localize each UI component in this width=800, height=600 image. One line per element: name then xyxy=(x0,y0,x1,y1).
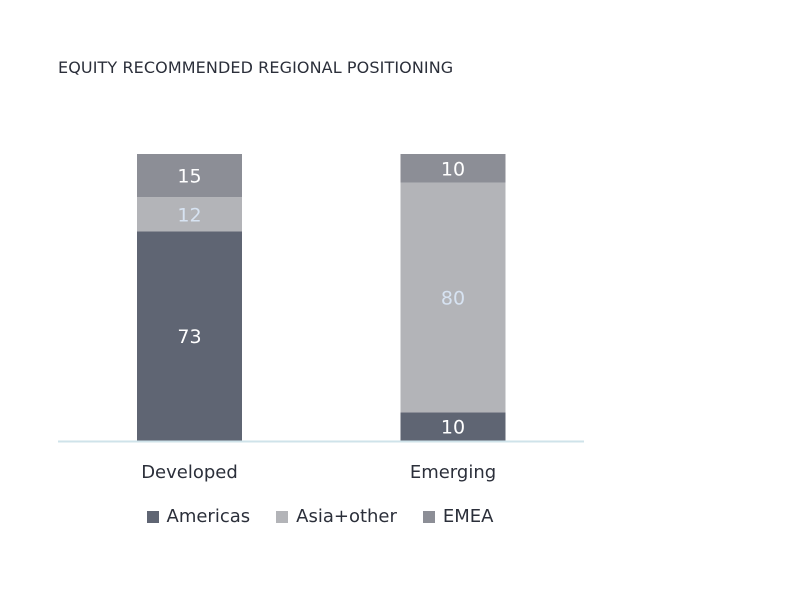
legend-swatch-americas xyxy=(146,510,159,523)
bar-developed-emea xyxy=(137,154,242,198)
legend-swatch-asia-other xyxy=(276,510,289,523)
data-label-developed-emea: 15 xyxy=(177,166,201,188)
legend-label-asia-other: Asia+other xyxy=(296,506,397,527)
legend-item-asia-other: Asia+other xyxy=(276,506,397,527)
bar-developed-americas xyxy=(137,231,242,441)
legend-label-emea: EMEA xyxy=(442,506,494,527)
legend-swatch-emea xyxy=(422,510,435,523)
data-label-developed-americas: 73 xyxy=(177,326,201,348)
data-label-emerging-americas: 10 xyxy=(441,417,465,439)
chart-title: EQUITY RECOMMENDED REGIONAL POSITIONING xyxy=(58,58,454,77)
data-label-developed-asia-other: 12 xyxy=(177,204,201,226)
x-tick-label-developed: Developed xyxy=(141,462,238,483)
bar-developed-asia-other xyxy=(137,197,242,232)
legend-label-americas: Americas xyxy=(166,506,251,527)
legend-item-americas: Americas xyxy=(146,506,251,527)
bar-emerging-asia-other xyxy=(400,182,506,413)
x-tick-label-emerging: Emerging xyxy=(410,462,496,483)
data-label-emerging-emea: 10 xyxy=(441,158,465,180)
legend-item-emea: EMEA xyxy=(422,506,494,527)
chart-legend: Americas Asia+other EMEA xyxy=(0,506,640,527)
bar-emerging-emea xyxy=(400,154,506,183)
data-label-emerging-asia-other: 80 xyxy=(441,288,465,310)
bar-emerging-americas xyxy=(400,412,506,441)
